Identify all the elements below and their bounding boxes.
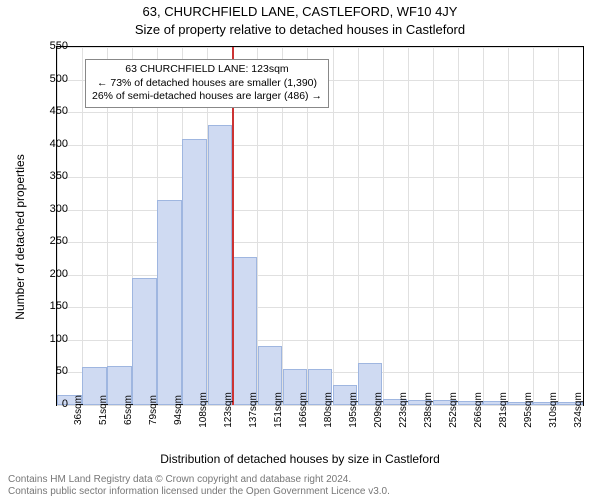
- gridline-v: [82, 47, 83, 405]
- gridline-h: [57, 112, 583, 113]
- x-tick-label: 151sqm: [273, 392, 284, 428]
- x-tick-label: 238sqm: [423, 392, 434, 428]
- x-tick-label: 123sqm: [223, 392, 234, 428]
- x-axis-label: Distribution of detached houses by size …: [0, 452, 600, 466]
- x-tick-label: 137sqm: [248, 392, 259, 428]
- attribution-line1: Contains HM Land Registry data © Crown c…: [8, 474, 351, 485]
- histogram-bar: [233, 257, 258, 405]
- gridline-v: [458, 47, 459, 405]
- gridline-v: [57, 47, 58, 405]
- gridline-h: [57, 47, 583, 48]
- gridline-v: [358, 47, 359, 405]
- gridline-v: [433, 47, 434, 405]
- x-tick-label: 281sqm: [498, 392, 509, 428]
- x-tick-label: 51sqm: [98, 395, 109, 425]
- gridline-h: [57, 177, 583, 178]
- histogram-bar: [208, 125, 233, 405]
- annotation-line1: 63 CHURCHFIELD LANE: 123sqm: [92, 63, 322, 77]
- x-tick-label: 180sqm: [323, 392, 334, 428]
- x-tick-label: 108sqm: [198, 392, 209, 428]
- y-tick-label: 450: [38, 105, 68, 117]
- attribution-text: Contains HM Land Registry data © Crown c…: [8, 474, 390, 498]
- x-tick-label: 252sqm: [448, 392, 459, 428]
- y-tick-label: 400: [38, 138, 68, 150]
- x-tick-label: 266sqm: [473, 392, 484, 428]
- x-tick-label: 36sqm: [73, 395, 84, 425]
- histogram-bar: [132, 278, 157, 405]
- x-tick-label: 195sqm: [348, 392, 359, 428]
- y-tick-label: 50: [38, 365, 68, 377]
- gridline-v: [483, 47, 484, 405]
- y-tick-label: 200: [38, 268, 68, 280]
- histogram-bar: [157, 200, 182, 405]
- gridline-h: [57, 275, 583, 276]
- x-tick-label: 209sqm: [373, 392, 384, 428]
- x-tick-label: 223sqm: [398, 392, 409, 428]
- y-tick-label: 250: [38, 235, 68, 247]
- gridline-v: [383, 47, 384, 405]
- page-subtitle: Size of property relative to detached ho…: [0, 22, 600, 37]
- gridline-h: [57, 210, 583, 211]
- annotation-line2: ← 73% of detached houses are smaller (1,…: [92, 77, 322, 91]
- gridline-h: [57, 242, 583, 243]
- annotation-line3: 26% of semi-detached houses are larger (…: [92, 90, 322, 104]
- y-tick-label: 100: [38, 333, 68, 345]
- y-tick-label: 0: [38, 398, 68, 410]
- y-tick-label: 350: [38, 170, 68, 182]
- attribution-line2: Contains public sector information licen…: [8, 486, 390, 497]
- y-tick-label: 550: [38, 40, 68, 52]
- gridline-v: [508, 47, 509, 405]
- gridline-h: [57, 145, 583, 146]
- page-title: 63, CHURCHFIELD LANE, CASTLEFORD, WF10 4…: [0, 4, 600, 19]
- x-tick-label: 324sqm: [573, 392, 584, 428]
- x-tick-label: 94sqm: [173, 395, 184, 425]
- gridline-v: [533, 47, 534, 405]
- gridline-v: [333, 47, 334, 405]
- x-tick-label: 79sqm: [148, 395, 159, 425]
- x-tick-label: 166sqm: [298, 392, 309, 428]
- y-axis-label: Number of detached properties: [13, 137, 27, 337]
- annotation-box: 63 CHURCHFIELD LANE: 123sqm← 73% of deta…: [85, 59, 329, 108]
- y-tick-label: 500: [38, 73, 68, 85]
- x-tick-label: 310sqm: [548, 392, 559, 428]
- x-tick-label: 295sqm: [523, 392, 534, 428]
- gridline-v: [558, 47, 559, 405]
- gridline-v: [408, 47, 409, 405]
- histogram-bar: [182, 139, 207, 405]
- chart-plot-area: 63 CHURCHFIELD LANE: 123sqm← 73% of deta…: [56, 46, 584, 406]
- x-tick-label: 65sqm: [123, 395, 134, 425]
- y-tick-label: 150: [38, 300, 68, 312]
- y-tick-label: 300: [38, 203, 68, 215]
